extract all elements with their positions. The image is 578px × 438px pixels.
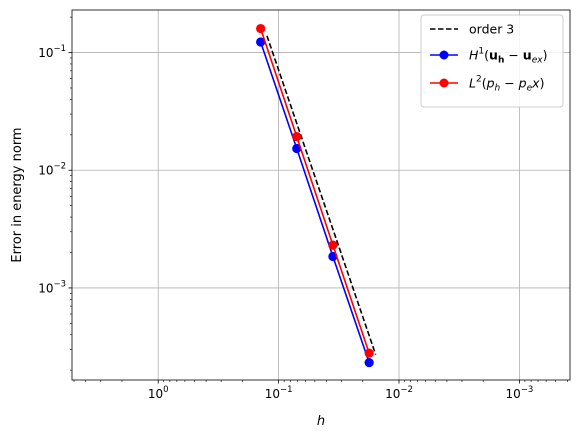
plot-frame: [71, 9, 571, 381]
series-line: [266, 35, 377, 355]
data-point: [364, 348, 374, 358]
series-line: [259, 28, 370, 354]
legend: order 3 H1(uh − uex) L2(ph − pex): [420, 14, 564, 108]
series-l2-error: [256, 23, 374, 358]
legend-entry-order-3: order 3: [430, 22, 514, 37]
x-tick-label: 10−1: [265, 385, 293, 401]
data-point: [292, 143, 302, 154]
legend-label-h1: H1(uh − uex): [469, 47, 547, 66]
data-point: [364, 357, 374, 368]
series-layer: [256, 23, 377, 368]
y-axis-label: Error in energy norm: [10, 127, 25, 262]
data-point: [292, 132, 302, 142]
x-axis: 100 10−1 10−2 10−3: [148, 380, 533, 401]
series-h1-error: [256, 37, 374, 368]
x-tick-label: 100: [148, 385, 169, 401]
x-axis-label: h: [317, 414, 325, 429]
y-tick-label: 10−1: [38, 44, 66, 60]
x-tick-label: 10−3: [505, 385, 533, 401]
y-tick-label: 10−3: [38, 279, 66, 295]
legend-entry-l2: L2(ph − pex): [430, 75, 544, 94]
y-tick-label: 10−2: [38, 162, 66, 178]
data-point: [256, 37, 266, 47]
data-point: [328, 240, 338, 250]
y-axis: 10−1 10−2 10−3: [38, 44, 72, 295]
legend-box: [420, 14, 564, 108]
data-point: [256, 23, 266, 34]
series-order-3: [266, 35, 377, 355]
legend-entry-h1: H1(uh − uex): [430, 47, 547, 66]
legend-label-l2: L2(ph − pex): [469, 75, 544, 94]
series-line: [259, 41, 370, 363]
legend-label-order-3: order 3: [469, 22, 514, 37]
x-tick-label: 10−2: [385, 385, 413, 401]
